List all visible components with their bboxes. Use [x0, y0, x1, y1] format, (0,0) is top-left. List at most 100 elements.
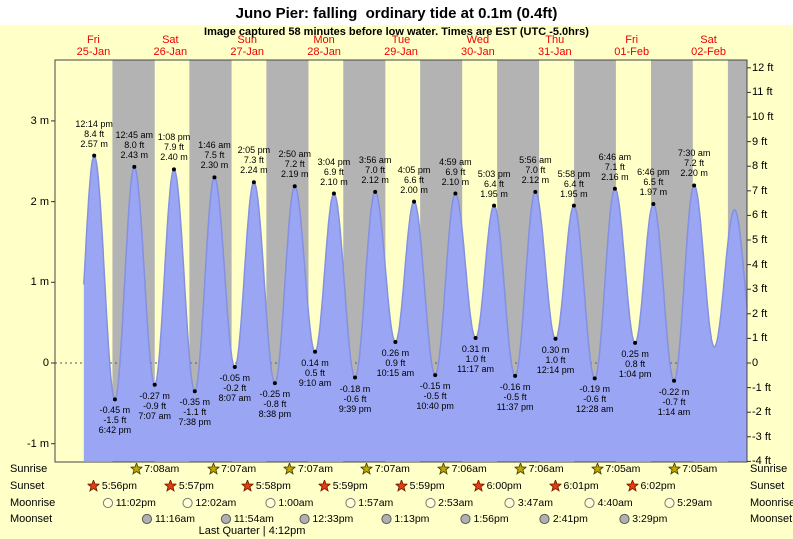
moonrise-time: 3:47am: [504, 497, 553, 509]
moonset-time: 1:13pm: [380, 513, 429, 525]
tide-low-label: -0.19 m -0.6 ft 12:28 am: [575, 384, 614, 415]
day-date: 25-Jan: [76, 46, 111, 58]
tide-point-dot: [212, 175, 217, 180]
moonset-time-label: 11:54am: [233, 512, 274, 525]
moonrise-time: 5:29am: [663, 497, 712, 509]
tide-point-dot: [672, 378, 677, 383]
sunset-icon: [164, 480, 177, 492]
moonrise-icon: [584, 497, 595, 508]
astro-row-label-right: Sunrise: [750, 463, 788, 475]
tide-low-label: 0.31 m 1.0 ft 11:17 am: [457, 343, 495, 374]
tide-point-dot: [692, 183, 697, 188]
moonset-time: 2:41pm: [539, 513, 588, 525]
tide-point-dot: [313, 349, 318, 354]
tide-point-dot: [251, 180, 256, 185]
day-name: Wed: [466, 34, 490, 46]
sunrise-time-label: 7:06am: [528, 463, 564, 475]
tide-high-label: 1:46 am 7.5 ft 2.30 m: [198, 140, 231, 171]
day-header: Tue 29-Jan: [384, 34, 418, 58]
tide-low-label: -0.45 m -1.5 ft 6:42 pm: [98, 405, 132, 436]
tide-point-dot: [473, 335, 478, 340]
moonset-icon: [299, 513, 310, 524]
tide-point-dot: [393, 340, 398, 345]
day-date: 31-Jan: [537, 46, 572, 58]
tide-high-label: 5:58 pm 6.4 ft 1.95 m: [557, 168, 591, 199]
day-date: 02-Feb: [691, 46, 726, 58]
moonset-time: 11:54am: [220, 513, 274, 525]
sunset-time: 5:58pm: [241, 480, 291, 492]
tide-point-dot: [571, 203, 576, 208]
tide-point-dot: [171, 167, 176, 172]
sunrise-icon: [283, 463, 296, 475]
right-axis-label: 11 ft: [752, 86, 773, 99]
day-date: 26-Jan: [153, 46, 188, 58]
moonrise-time: 1:00am: [264, 497, 313, 509]
sunset-time-label: 6:00pm: [486, 480, 522, 492]
sunrise-time: 7:07am: [283, 463, 333, 475]
tide-high-label: 4:59 am 6.9 ft 2.10 m: [439, 156, 472, 187]
moonrise-time: 12:02am: [181, 497, 236, 509]
sunset-icon: [318, 480, 331, 492]
right-axis-label: -3 ft: [752, 430, 771, 443]
day-name: Tue: [391, 34, 411, 46]
tide-high-label: 6:46 am 7.1 ft 2.16 m: [598, 151, 632, 182]
moonrise-time-label: 4:40am: [597, 496, 633, 509]
moonset-time-label: 12:33pm: [312, 512, 354, 525]
day-date: 30-Jan: [461, 46, 495, 58]
tide-point-dot: [353, 375, 358, 380]
tide-low-label: -0.15 m -0.5 ft 10:40 pm: [416, 381, 454, 412]
tide-high-label: 3:56 am 7.0 ft 2.12 m: [358, 154, 392, 185]
tide-point-dot: [612, 186, 617, 191]
sunrise-icon: [360, 463, 373, 475]
moonrise-icon: [182, 497, 193, 508]
sunrise-time-label: 7:07am: [374, 463, 410, 475]
moonset-time: 11:16am: [141, 513, 195, 525]
sunrise-time: 7:07am: [207, 463, 256, 475]
moonrise-time: 1:57am: [344, 497, 393, 509]
sunset-time-label: 6:02pm: [640, 480, 676, 492]
tide-low-label: -0.16 m -0.5 ft 11:37 pm: [496, 381, 534, 412]
right-axis-label: 3 ft: [752, 283, 768, 296]
day-name: Mon: [313, 34, 335, 46]
day-header: Thu 31-Jan: [538, 34, 572, 58]
left-axis-label: -1 m: [27, 437, 49, 450]
tide-high-label: 7:30 am 7.2 ft 2.20 m: [677, 148, 711, 179]
sunrise-time: 7:07am: [360, 463, 410, 475]
tide-point-dot: [292, 184, 297, 189]
moonset-icon: [141, 513, 153, 524]
moonrise-time: 4:40am: [584, 497, 633, 509]
moonset-time: 12:33pm: [298, 513, 353, 525]
plot-border: [54, 59, 748, 463]
sunset-time-label: 5:58pm: [255, 480, 291, 492]
tide-high-label: 5:03 pm 6.4 ft 1.95 m: [477, 168, 511, 199]
right-axis-label: 9 ft: [752, 135, 768, 148]
tide-high-label: 2:50 am 7.2 ft 2.19 m: [278, 149, 311, 180]
day-header: Fri 01-Feb: [614, 34, 649, 58]
tide-point-dot: [192, 389, 197, 394]
moonrise-icon: [102, 497, 113, 508]
sunset-time: 5:56pm: [87, 480, 137, 492]
right-axis-label: 12 ft: [752, 61, 774, 74]
tide-point-dot: [533, 189, 538, 194]
sunrise-time-label: 7:07am: [297, 463, 333, 475]
tide-point-dot: [492, 203, 497, 208]
tide-low-label: -0.22 m -0.7 ft 1:14 am: [657, 386, 691, 417]
moonset-time: 3:29pm: [618, 513, 667, 525]
sunrise-time: 7:06am: [437, 463, 487, 475]
tide-point-dot: [633, 340, 638, 345]
astro-row-label-right: Moonrise: [750, 496, 793, 509]
left-axis-label: 2 m: [30, 195, 49, 208]
right-axis-label: 4 ft: [752, 258, 768, 271]
moonrise-icon: [504, 497, 516, 508]
day-date: 29-Jan: [384, 46, 418, 58]
right-axis-label: 0: [752, 357, 759, 369]
day-header: Wed 30-Jan: [461, 34, 495, 58]
sunrise-time: 7:05am: [591, 463, 640, 475]
sunrise-time-label: 7:07am: [221, 463, 257, 475]
moonset-icon: [460, 513, 471, 524]
day-name: Sun: [237, 34, 258, 46]
moonrise-time: 11:02pm: [102, 497, 156, 509]
tide-point-dot: [373, 189, 378, 194]
